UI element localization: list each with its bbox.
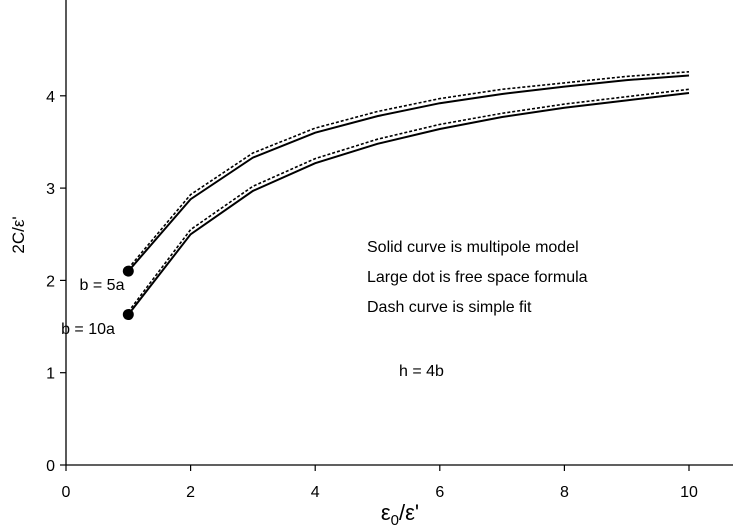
free-space-dot-1 [122,309,134,321]
y-axis-label: 2C/ε' [9,216,28,253]
y-tick-label-2: 2 [46,273,55,290]
x-tick-label-0: 0 [62,484,71,501]
point-label-1: b = 10a [61,321,115,338]
curves [127,71,690,316]
y-tick-label-0: 0 [46,458,55,475]
x-axis-label-epsilon: ε [381,500,391,525]
x-tick-label-4: 4 [311,484,320,501]
y-tick-label-3: 3 [46,181,55,198]
x-tick-label-6: 6 [435,484,444,501]
axis-ticks [60,95,690,471]
dash-curve-3 [127,88,690,313]
solid-curve-2 [127,92,690,316]
x-axis-label-rest: /ε' [399,500,419,525]
annotation-dot: Large dot is free space formula [367,269,588,286]
x-axis-label-sub: 0 [391,512,399,529]
point-label-0: b = 5a [80,277,125,294]
tick-labels: 0 2 4 6 8 10 0 1 2 3 4 [46,89,698,501]
free-space-dot-0 [122,265,134,277]
y-tick-label-4: 4 [46,89,55,106]
annotation-solid: Solid curve is multipole model [367,239,579,256]
x-tick-label-10: 10 [680,484,698,501]
x-axis-label: ε0/ε' [381,500,419,529]
point-labels: b = 5a b = 10a [61,277,124,338]
annotation-h: h = 4b [399,363,444,380]
solid-curve-0 [127,74,690,272]
x-tick-label-2: 2 [186,484,195,501]
y-tick-label-1: 1 [46,366,55,383]
annotation-dash: Dash curve is simple fit [367,299,532,316]
x-tick-label-8: 8 [560,484,569,501]
free-space-points [122,265,134,321]
